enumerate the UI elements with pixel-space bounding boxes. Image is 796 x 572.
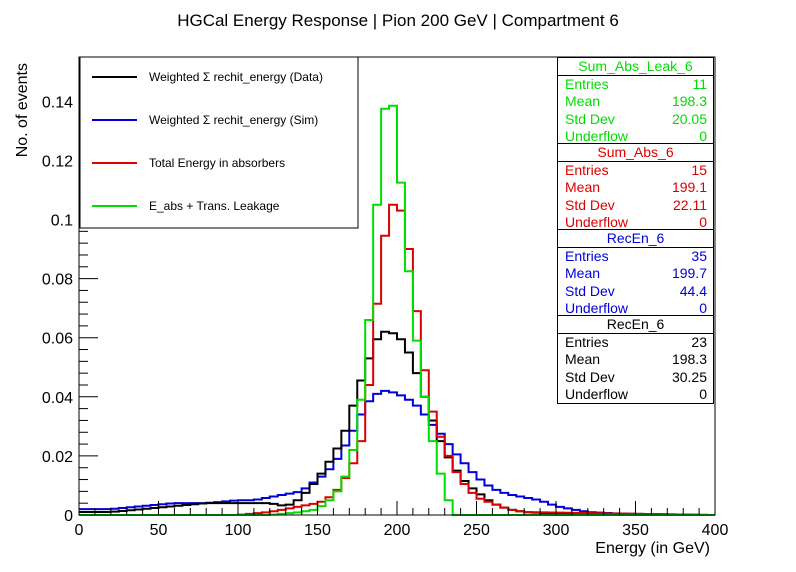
stats-box-0: Sum_Abs_Leak_6 Entries 11 Mean 198.3 Std Dev 2… bbox=[557, 57, 714, 147]
stats-box-3: RecEn_6 Entries 23 Mean 198.3 Std Dev 30.25 Und… bbox=[557, 315, 714, 405]
y-tick-label: 0 bbox=[64, 508, 73, 525]
stats-value: 198.3 bbox=[671, 93, 707, 110]
stats-label: Mean bbox=[565, 265, 601, 282]
stats-row: Std Dev 30.25 bbox=[558, 369, 713, 386]
y-tick-label: 0.04 bbox=[42, 390, 73, 407]
stats-row: Entries 11 bbox=[558, 76, 713, 93]
y-tick-label: 0.14 bbox=[42, 94, 73, 111]
stats-row: Mean 199.1 bbox=[558, 179, 713, 196]
legend-label-2: Total Energy in absorbers bbox=[149, 156, 285, 170]
stats-value: 0 bbox=[699, 127, 707, 144]
stats-row: Mean 198.3 bbox=[558, 351, 713, 368]
x-tick-label: 350 bbox=[622, 522, 649, 539]
stats-label: Entries bbox=[565, 162, 609, 178]
x-tick-label: 0 bbox=[75, 522, 84, 539]
series-line-0 bbox=[79, 330, 715, 516]
legend-box bbox=[79, 56, 359, 229]
stats-value: 23 bbox=[691, 334, 707, 350]
stats-box-2: RecEn_6 Entries 35 Mean 199.7 Std Dev 44.4 Unde… bbox=[557, 229, 714, 319]
stats-label: Underflow bbox=[565, 299, 629, 316]
stats-box-title: RecEn_6 bbox=[558, 316, 713, 334]
stats-row: Entries 23 bbox=[558, 334, 713, 351]
stats-box-title: RecEn_6 bbox=[558, 230, 713, 248]
y-tick-label: 0.02 bbox=[42, 449, 73, 466]
chart-title: HGCal Energy Response | Pion 200 GeV | C… bbox=[177, 11, 619, 30]
stats-row: Underflow 0 bbox=[558, 300, 713, 317]
stats-box-title: Sum_Abs_Leak_6 bbox=[558, 58, 713, 76]
stats-label: Mean bbox=[565, 93, 601, 110]
stats-row: Std Dev 44.4 bbox=[558, 283, 713, 300]
x-tick-label: 300 bbox=[543, 522, 570, 539]
stats-row: Mean 199.7 bbox=[558, 265, 713, 282]
x-tick-label: 400 bbox=[702, 522, 729, 539]
stats-value: 198.3 bbox=[671, 351, 707, 368]
x-tick-label: 50 bbox=[150, 522, 168, 539]
y-tick-label: 0.08 bbox=[42, 272, 73, 289]
stats-box-title: Sum_Abs_6 bbox=[558, 144, 713, 162]
legend-label-0: Weighted Σ rechit_energy (Data) bbox=[149, 70, 323, 84]
stats-value: 35 bbox=[691, 248, 707, 264]
stats-value: 15 bbox=[691, 162, 707, 178]
stats-label: Entries bbox=[565, 76, 609, 92]
stats-value: 20.05 bbox=[671, 110, 707, 127]
stats-value: 199.7 bbox=[671, 265, 707, 282]
stats-label: Mean bbox=[565, 179, 601, 196]
stats-label: Std Dev bbox=[565, 196, 615, 213]
stats-box-1: Sum_Abs_6 Entries 15 Mean 199.1 Std Dev 22.11 U… bbox=[557, 143, 714, 233]
legend-label-1: Weighted Σ rechit_energy (Sim) bbox=[149, 113, 318, 127]
stats-row: Mean 198.3 bbox=[558, 93, 713, 110]
stats-row: Underflow 0 bbox=[558, 128, 713, 145]
stats-label: Std Dev bbox=[565, 368, 615, 385]
stats-value: 30.25 bbox=[671, 368, 707, 385]
stats-row: Entries 35 bbox=[558, 248, 713, 265]
stats-label: Underflow bbox=[565, 385, 629, 402]
y-tick-label: 0.1 bbox=[51, 213, 73, 230]
stats-label: Underflow bbox=[565, 127, 629, 144]
stats-value: 0 bbox=[699, 385, 707, 402]
x-tick-label: 100 bbox=[225, 522, 252, 539]
x-tick-label: 250 bbox=[463, 522, 490, 539]
stats-value: 44.4 bbox=[679, 282, 707, 299]
stats-row: Std Dev 22.11 bbox=[558, 197, 713, 214]
x-tick-label: 200 bbox=[384, 522, 411, 539]
y-axis-title: No. of events bbox=[14, 63, 31, 157]
x-axis-title: Energy (in GeV) bbox=[595, 540, 710, 557]
stats-label: Std Dev bbox=[565, 282, 615, 299]
stats-label: Mean bbox=[565, 351, 601, 368]
stats-row: Std Dev 20.05 bbox=[558, 111, 713, 128]
stats-value: 22.11 bbox=[673, 196, 707, 213]
stats-row: Entries 15 bbox=[558, 162, 713, 179]
stats-value: 0 bbox=[699, 213, 707, 230]
stats-value: 199.1 bbox=[671, 179, 707, 196]
legend: Weighted Σ rechit_energy (Data) Weighted … bbox=[79, 56, 359, 229]
x-tick-label: 150 bbox=[304, 522, 331, 539]
y-tick-label: 0.12 bbox=[42, 153, 73, 170]
stats-row: Underflow 0 bbox=[558, 214, 713, 231]
stats-value: 11 bbox=[692, 76, 707, 92]
legend-entries: Weighted Σ rechit_energy (Data) Weighted … bbox=[92, 70, 323, 213]
y-tick-label: 0.06 bbox=[42, 331, 73, 348]
stats-label: Entries bbox=[565, 334, 609, 350]
legend-label-3: E_abs + Trans. Leakage bbox=[149, 199, 280, 213]
stats-label: Underflow bbox=[565, 213, 629, 230]
stats-label: Std Dev bbox=[565, 110, 615, 127]
stats-label: Entries bbox=[565, 248, 609, 264]
stats-row: Underflow 0 bbox=[558, 386, 713, 403]
stats-value: 0 bbox=[699, 299, 707, 316]
series-line-1 bbox=[79, 389, 715, 516]
